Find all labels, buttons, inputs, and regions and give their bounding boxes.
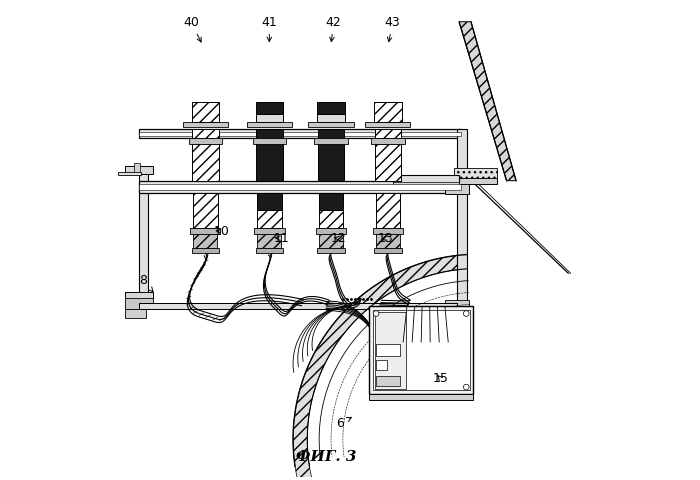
Bar [365, 122, 410, 127]
Text: 41: 41 [262, 16, 277, 42]
Bar [371, 138, 405, 144]
Bar [189, 138, 222, 144]
Bar [376, 376, 400, 385]
Text: 43: 43 [385, 16, 400, 42]
Bar [256, 144, 283, 180]
Bar [193, 192, 218, 228]
Bar [373, 228, 403, 234]
Bar [454, 179, 497, 184]
Bar [369, 394, 473, 400]
Bar [258, 234, 281, 248]
Bar [374, 144, 401, 180]
Bar [139, 180, 461, 192]
Bar [374, 102, 402, 122]
Bar [393, 175, 459, 183]
Text: 10: 10 [214, 225, 230, 238]
Bar [256, 130, 283, 138]
Bar [193, 234, 217, 248]
Bar [139, 132, 461, 136]
Bar [256, 114, 283, 122]
Bar [257, 192, 281, 210]
Bar [192, 248, 219, 253]
Polygon shape [125, 167, 153, 174]
Bar [319, 234, 343, 248]
Bar [139, 130, 461, 138]
Polygon shape [118, 172, 141, 175]
Bar [456, 129, 467, 309]
Bar [192, 102, 219, 122]
Polygon shape [459, 22, 516, 180]
Circle shape [373, 311, 379, 316]
Bar [376, 234, 400, 248]
Bar [190, 228, 220, 234]
Bar [393, 182, 459, 189]
Circle shape [463, 384, 469, 390]
Polygon shape [125, 309, 146, 318]
Bar [309, 122, 354, 127]
Bar [318, 210, 344, 228]
Bar [192, 130, 218, 138]
Bar [183, 122, 228, 127]
Bar [445, 181, 468, 193]
Bar [139, 303, 456, 309]
Bar [139, 183, 461, 190]
Bar [374, 130, 401, 138]
Bar [445, 300, 468, 309]
Bar [316, 228, 346, 234]
Circle shape [463, 311, 469, 316]
Bar [454, 168, 497, 179]
Bar [256, 102, 283, 114]
Text: 11: 11 [273, 232, 289, 245]
Text: ФИГ. 3: ФИГ. 3 [296, 450, 356, 464]
Bar [257, 210, 281, 228]
Polygon shape [125, 292, 153, 300]
Text: 42: 42 [326, 16, 342, 42]
Bar [317, 102, 345, 114]
Bar [192, 144, 218, 180]
Polygon shape [139, 169, 148, 297]
Bar [318, 192, 344, 210]
Bar [254, 228, 284, 234]
Text: 13: 13 [378, 232, 393, 245]
Polygon shape [125, 298, 153, 309]
Bar [376, 344, 400, 356]
Bar [247, 122, 292, 127]
Bar [134, 163, 140, 172]
Text: 6: 6 [337, 417, 351, 430]
Text: 8: 8 [139, 275, 153, 292]
Polygon shape [293, 254, 468, 480]
Text: 40: 40 [183, 16, 201, 42]
Bar [373, 310, 470, 390]
Bar [318, 144, 344, 180]
Bar [317, 248, 345, 253]
Bar [369, 306, 473, 394]
Bar [376, 360, 386, 371]
Bar [314, 138, 348, 144]
Bar [374, 248, 402, 253]
Text: 15: 15 [432, 372, 448, 384]
Bar [318, 130, 344, 138]
Text: 12: 12 [330, 232, 346, 245]
Bar [376, 192, 400, 228]
Bar [317, 114, 345, 122]
Bar [253, 138, 286, 144]
Bar [256, 248, 283, 253]
Bar [374, 312, 405, 388]
